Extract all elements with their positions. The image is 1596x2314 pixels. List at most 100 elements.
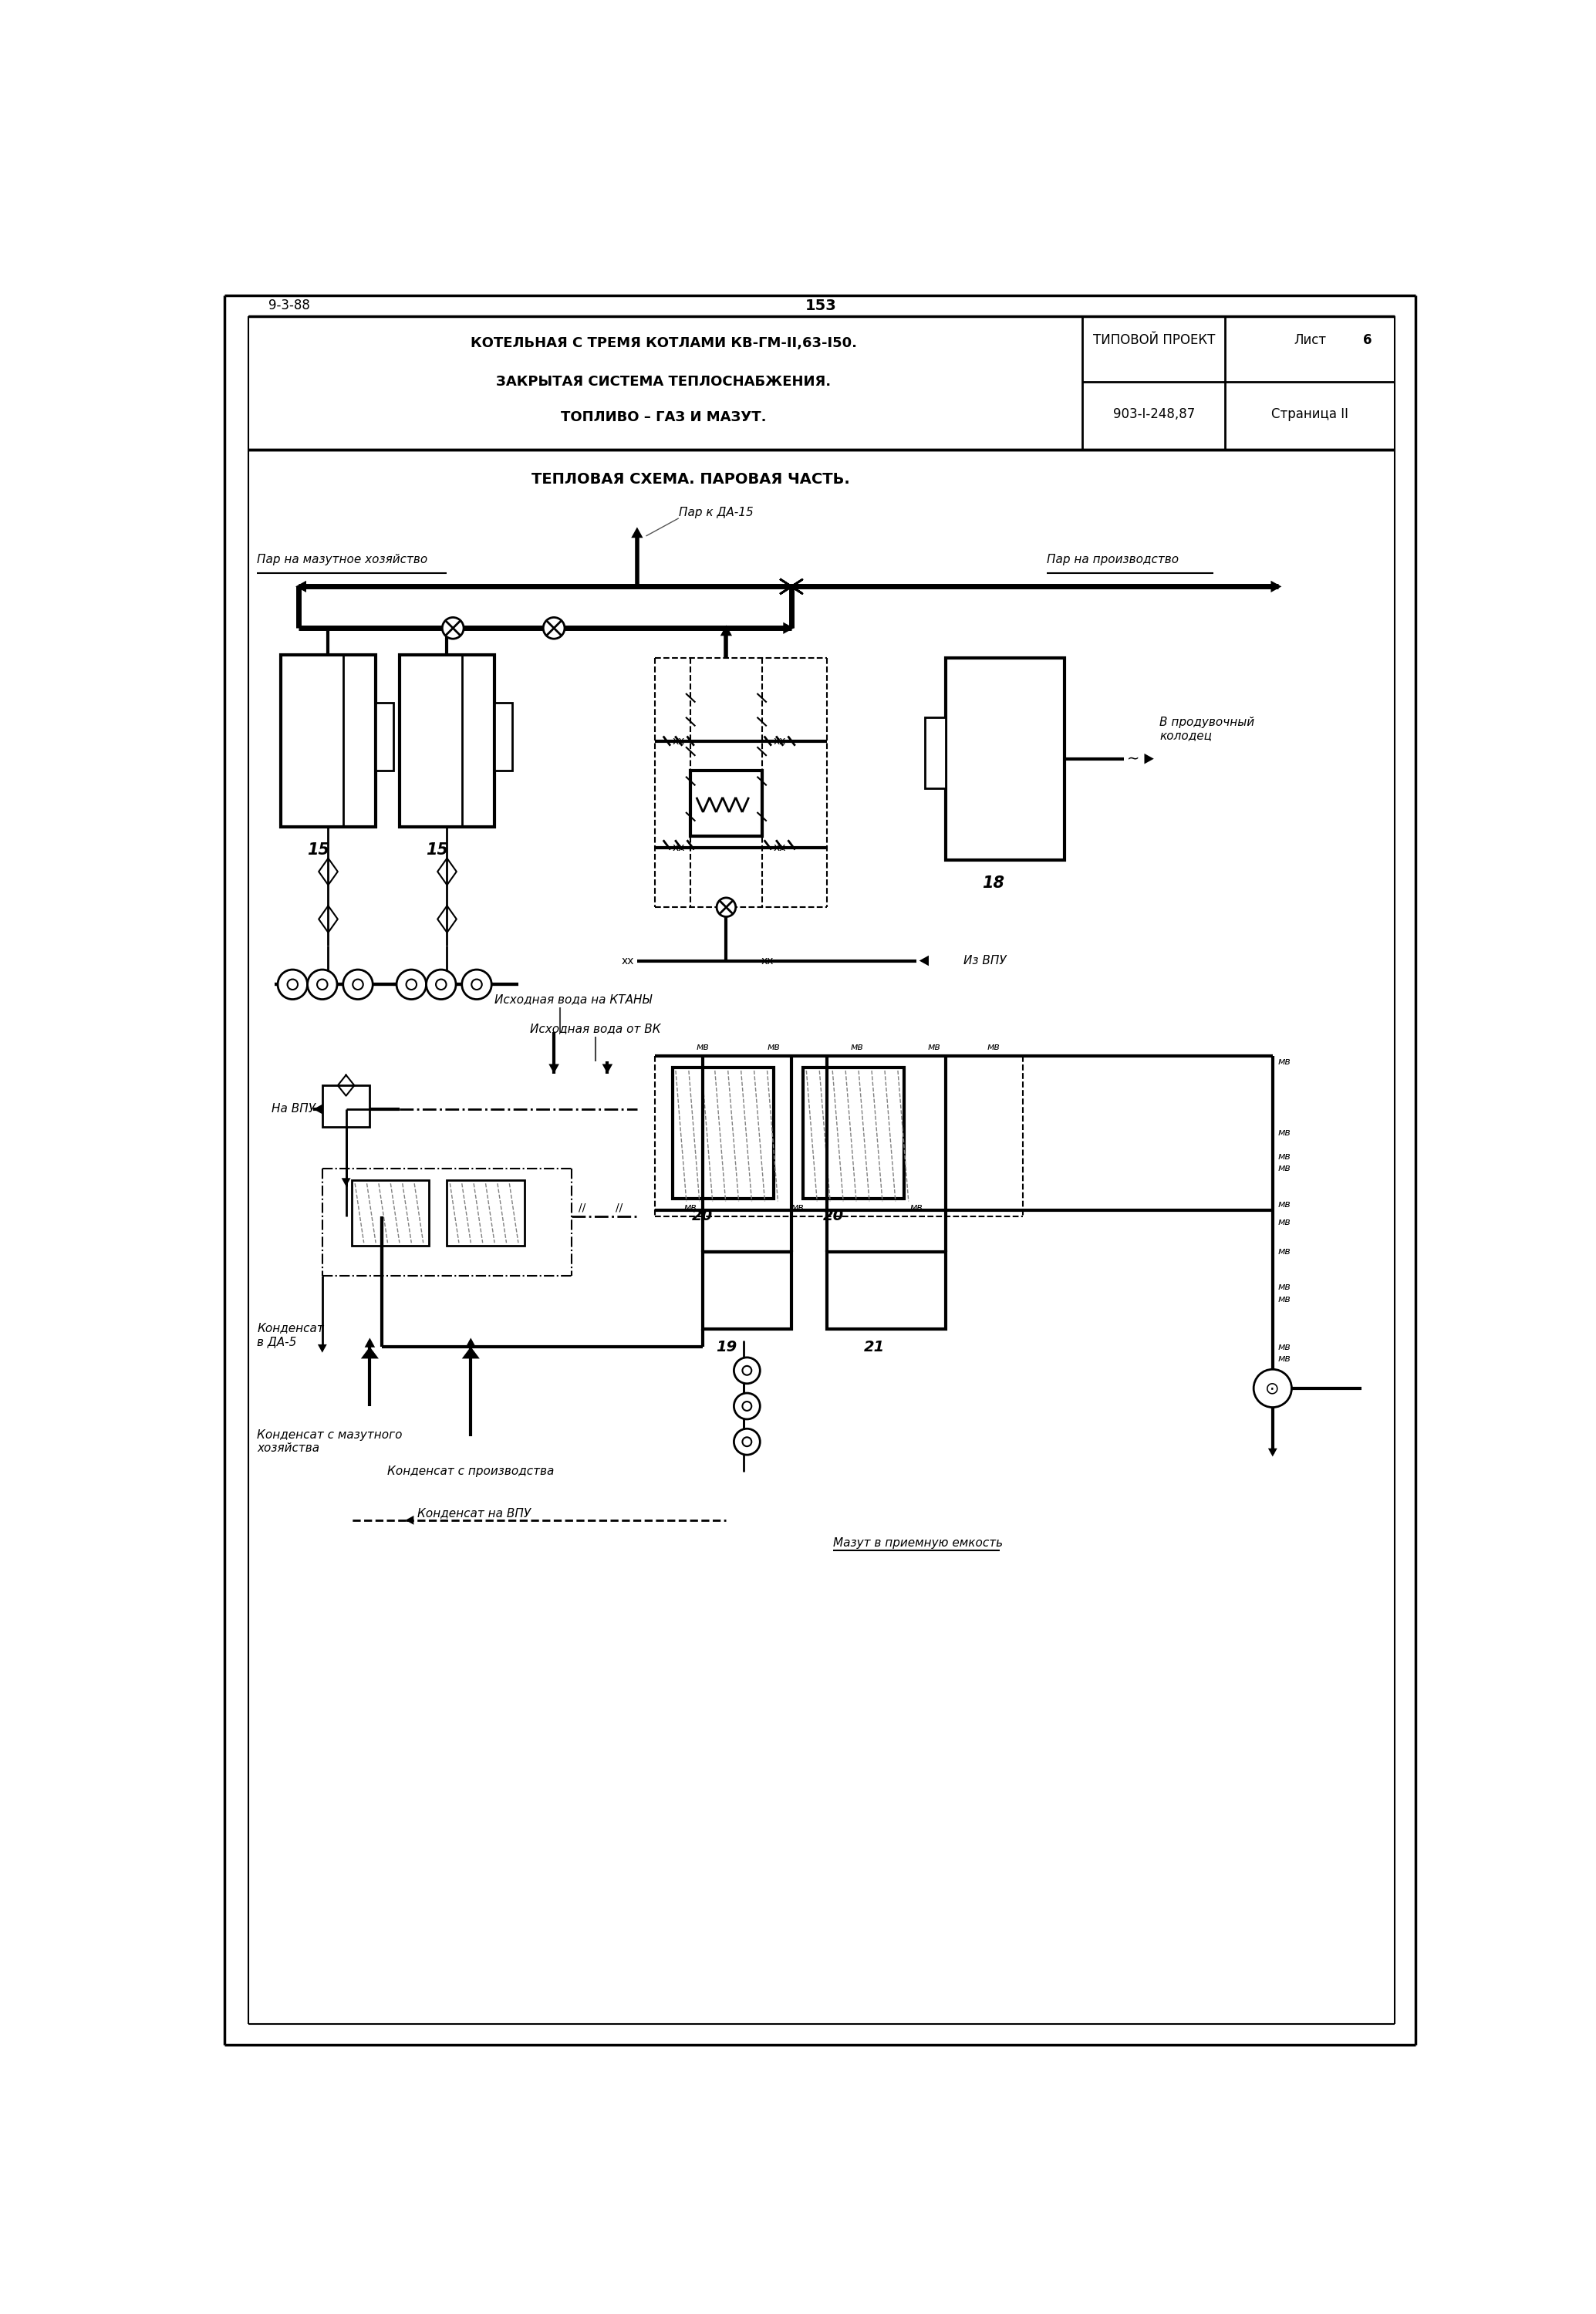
Circle shape <box>308 970 337 1000</box>
Text: мв: мв <box>1278 1282 1291 1291</box>
Text: 153: 153 <box>806 299 836 312</box>
Text: 21: 21 <box>863 1340 886 1354</box>
Polygon shape <box>630 528 643 537</box>
Text: мв: мв <box>1278 1247 1291 1257</box>
Text: Исходная вода от ВК: Исходная вода от ВК <box>530 1023 661 1034</box>
Text: 903-I-248,87: 903-I-248,87 <box>1112 407 1195 421</box>
Text: мв: мв <box>1278 1127 1291 1138</box>
Text: 19: 19 <box>715 1340 737 1354</box>
Bar <box>495 703 512 771</box>
Text: ЗАКРЫТАЯ СИСТЕМА ТЕПЛОСНАБЖЕНИЯ.: ЗАКРЫТАЯ СИСТЕМА ТЕПЛОСНАБЖЕНИЯ. <box>496 375 832 389</box>
Text: //: // <box>578 1201 589 1213</box>
Circle shape <box>405 979 417 990</box>
Bar <box>674 1067 774 1199</box>
Text: ТОПЛИВО – ГАЗ И МАЗУТ.: ТОПЛИВО – ГАЗ И МАЗУТ. <box>562 410 766 423</box>
Text: мв: мв <box>1278 1354 1291 1363</box>
Circle shape <box>426 970 456 1000</box>
Text: В продувочный
колодец: В продувочный колодец <box>1160 717 1254 740</box>
Text: хх: хх <box>621 956 634 967</box>
Bar <box>827 1252 946 1328</box>
Circle shape <box>436 979 447 990</box>
Text: мв: мв <box>851 1041 863 1053</box>
Polygon shape <box>1270 581 1282 592</box>
Circle shape <box>396 970 426 1000</box>
Bar <box>353 1180 429 1245</box>
Text: //: // <box>616 1201 622 1213</box>
Polygon shape <box>602 1064 613 1074</box>
Bar <box>803 1067 905 1199</box>
Text: 18: 18 <box>982 875 1004 891</box>
Text: 15: 15 <box>308 842 330 858</box>
Text: мв: мв <box>768 1041 780 1053</box>
Text: хх: хх <box>672 736 685 747</box>
Circle shape <box>734 1428 760 1456</box>
Bar <box>946 657 1065 861</box>
Bar <box>375 703 394 771</box>
Text: Из ВПУ: Из ВПУ <box>964 956 1007 967</box>
Bar <box>399 655 495 826</box>
Text: 20: 20 <box>822 1208 844 1224</box>
Circle shape <box>734 1358 760 1384</box>
Text: мв: мв <box>1278 1342 1291 1351</box>
Polygon shape <box>295 581 306 592</box>
Polygon shape <box>361 1347 378 1358</box>
Circle shape <box>1253 1370 1291 1407</box>
Text: мв: мв <box>986 1041 1001 1053</box>
Text: Конденсат на ВПУ: Конденсат на ВПУ <box>417 1506 531 1518</box>
Bar <box>447 1180 523 1245</box>
Text: ТЕПЛОВАЯ СХЕМА. ПАРОВАЯ ЧАСТЬ.: ТЕПЛОВАЯ СХЕМА. ПАРОВАЯ ЧАСТЬ. <box>531 472 849 486</box>
Bar <box>281 655 375 826</box>
Bar <box>322 1085 370 1127</box>
Text: мв: мв <box>1278 1199 1291 1210</box>
Circle shape <box>461 970 492 1000</box>
Text: мв: мв <box>792 1203 804 1213</box>
Polygon shape <box>549 1064 559 1074</box>
Polygon shape <box>784 622 793 634</box>
Polygon shape <box>919 956 929 965</box>
Text: хх: хх <box>774 842 785 854</box>
Text: Конденсат с производства: Конденсат с производства <box>388 1465 554 1476</box>
Text: Страница II: Страница II <box>1272 407 1349 421</box>
Circle shape <box>353 979 364 990</box>
Text: КОТЕЛЬНАЯ С ТРЕМЯ КОТЛАМИ КВ-ГМ-II,63-I50.: КОТЕЛЬНАЯ С ТРЕМЯ КОТЛАМИ КВ-ГМ-II,63-I5… <box>471 336 857 349</box>
Text: Пар на мазутное хозяйство: Пар на мазутное хозяйство <box>257 553 428 565</box>
Text: мв: мв <box>1278 1057 1291 1067</box>
Text: хх: хх <box>672 842 685 854</box>
Polygon shape <box>313 1104 322 1115</box>
Polygon shape <box>1144 754 1154 764</box>
Text: Пар на производство: Пар на производство <box>1047 553 1179 565</box>
Polygon shape <box>720 625 733 636</box>
Text: 15: 15 <box>426 842 448 858</box>
Circle shape <box>471 979 482 990</box>
Text: хх: хх <box>774 736 785 747</box>
Circle shape <box>287 979 298 990</box>
Polygon shape <box>364 1337 375 1347</box>
Text: 9-3-88: 9-3-88 <box>268 299 310 312</box>
Text: мв: мв <box>910 1203 922 1213</box>
Text: Исходная вода на КТАНЫ: Исходная вода на КТАНЫ <box>495 993 651 1004</box>
Text: ТИПОВОЙ ПРОЕКТ: ТИПОВОЙ ПРОЕКТ <box>1093 333 1215 347</box>
Circle shape <box>742 1365 752 1375</box>
Text: Лист: Лист <box>1294 333 1326 347</box>
Polygon shape <box>466 1337 476 1347</box>
Text: мв: мв <box>1278 1217 1291 1226</box>
Text: На ВПУ: На ВПУ <box>271 1104 316 1115</box>
Polygon shape <box>405 1516 413 1525</box>
Polygon shape <box>342 1178 351 1187</box>
Text: мв: мв <box>1278 1152 1291 1162</box>
Text: мв: мв <box>1278 1164 1291 1173</box>
Circle shape <box>442 618 464 639</box>
Circle shape <box>543 618 565 639</box>
Bar <box>702 1252 792 1328</box>
Bar <box>691 771 761 835</box>
Polygon shape <box>1269 1449 1277 1456</box>
Text: Конденсат
в ДА-5: Конденсат в ДА-5 <box>257 1321 324 1347</box>
Polygon shape <box>461 1347 480 1358</box>
Text: 20: 20 <box>693 1208 713 1224</box>
Text: ⊙: ⊙ <box>1266 1381 1280 1395</box>
Circle shape <box>717 898 736 916</box>
Circle shape <box>742 1437 752 1446</box>
Text: хх: хх <box>761 956 774 967</box>
Text: мв: мв <box>927 1041 940 1053</box>
Text: Мазут в приемную емкость: Мазут в приемную емкость <box>833 1536 1002 1548</box>
